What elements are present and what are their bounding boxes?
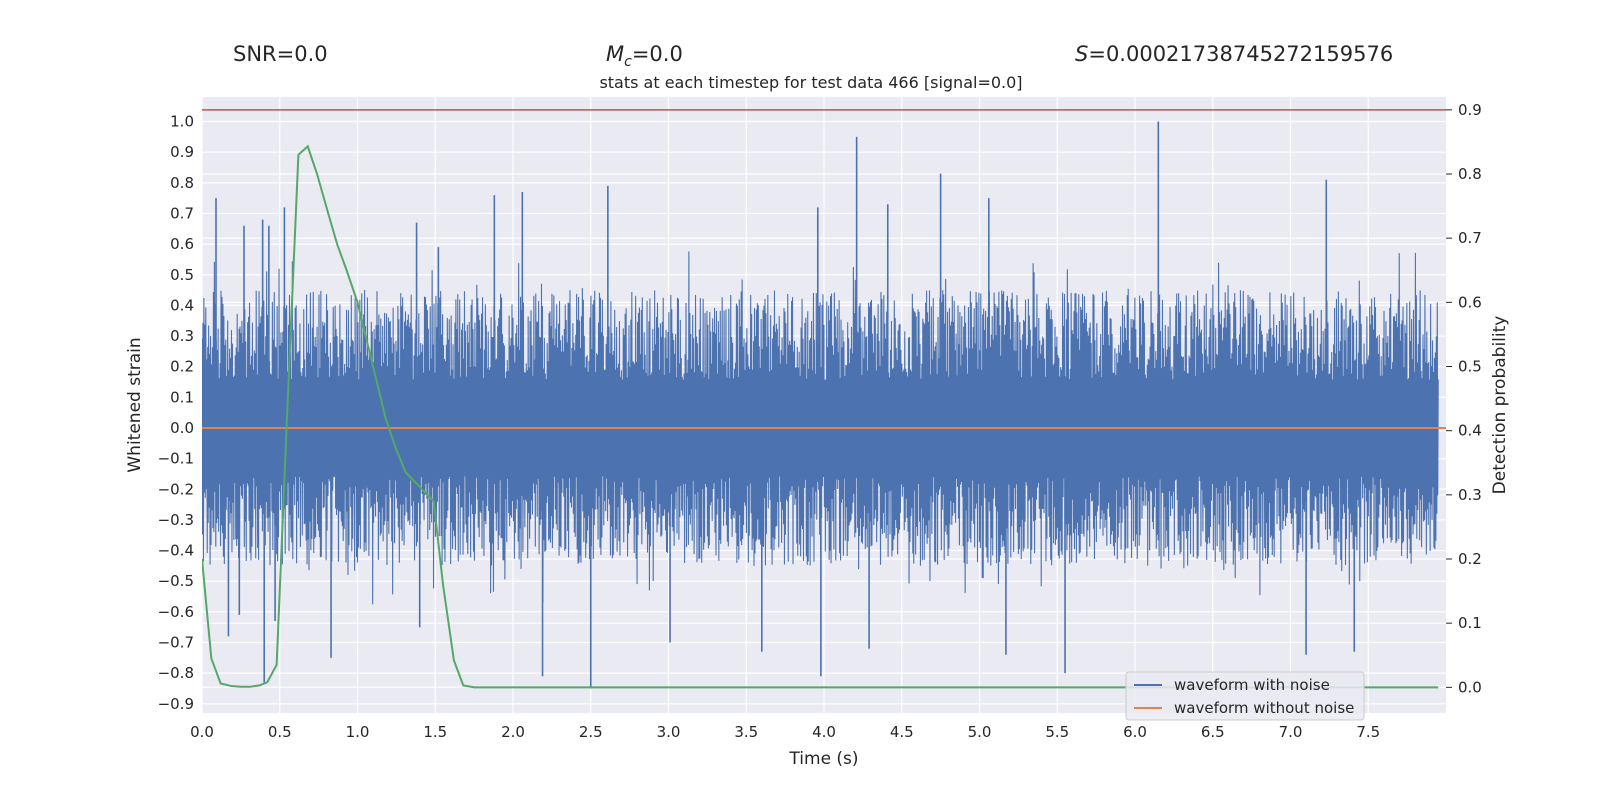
x-tick-label: 4.0 (812, 723, 836, 741)
y-tick-label: −0.9 (158, 695, 194, 713)
y-tick-label: 0.9 (170, 143, 194, 161)
y2-tick-label: 0.7 (1458, 229, 1482, 247)
y-tick-label: 0.7 (170, 204, 194, 222)
x-tick-label: 4.5 (890, 723, 914, 741)
y-tick-label: 0.3 (170, 327, 194, 345)
x-axis-label: Time (s) (788, 749, 858, 769)
y-tick-label: −0.1 (158, 450, 194, 468)
chirp-mass-symbol: M (606, 42, 624, 66)
x-tick-label: 0.5 (268, 723, 292, 741)
y2-tick-label: 0.5 (1458, 358, 1482, 376)
x-tick-label: 5.0 (968, 723, 992, 741)
y-tick-label: 0.8 (170, 174, 194, 192)
axes: 0.0 0.5 1.0 1.5 2.0 2.5 3.0 3.5 4.0 4.5 5.0 5.5 6.0 6… (158, 101, 1482, 741)
y-tick-label: 0.1 (170, 388, 194, 406)
s-stat: S=0.00021738745272159576 (1075, 42, 1393, 66)
y-tick-label: −0.4 (158, 542, 194, 560)
legend: waveform with noise waveform without noi… (1125, 671, 1365, 721)
legend-label-noise: waveform with noise (1174, 676, 1330, 694)
noise-waveform-line (202, 251, 1439, 605)
y-tick-label: 0.2 (170, 358, 194, 376)
chirp-mass-value: =0.0 (632, 42, 683, 66)
y2-tick-label: 0.2 (1458, 550, 1482, 568)
series-layer (202, 109, 1446, 689)
legend-box (1125, 671, 1365, 721)
snr-stat: SNR=0.0 (233, 42, 328, 66)
y-axis-label: Whitened strain (125, 337, 145, 472)
y-tick-label: −0.2 (158, 480, 194, 498)
x-tick-label: 7.0 (1279, 723, 1303, 741)
detection-probability-line (202, 144, 1439, 689)
y2-tick-label: 0.1 (1458, 614, 1482, 632)
y-tick-label: −0.5 (158, 572, 194, 590)
header-stats: SNR=0.0 Mc=0.0 S=0.00021738745272159576 (233, 42, 1393, 70)
chirp-mass-stat: Mc=0.0 (606, 42, 683, 70)
y2-tick-label: 0.9 (1458, 101, 1482, 119)
y2-tick-label: 0.4 (1458, 422, 1482, 440)
x-tick-label: 3.5 (734, 723, 758, 741)
x-tick-label: 7.5 (1356, 723, 1380, 741)
chirp-mass-subscript: c (624, 54, 632, 70)
y-tick-label: 1.0 (170, 113, 194, 131)
x-tick-label: 2.5 (579, 723, 603, 741)
x-tick-label: 6.0 (1123, 723, 1147, 741)
y-tick-label: 0.6 (170, 235, 194, 253)
s-value: =0.00021738745272159576 (1088, 42, 1393, 66)
x-tick-label: 1.0 (346, 723, 370, 741)
x-tick-label: 0.0 (190, 723, 214, 741)
y2-tick-label: 0.6 (1458, 293, 1482, 311)
x-tick-label: 3.0 (657, 723, 681, 741)
y-tick-label: −0.6 (158, 603, 194, 621)
y-tick-label: 0.0 (170, 419, 194, 437)
legend-label-clean: waveform without noise (1174, 699, 1354, 717)
y-tick-label: −0.7 (158, 634, 194, 652)
x-tick-label: 6.5 (1201, 723, 1225, 741)
y2-tick-label: 0.3 (1458, 486, 1482, 504)
y-tick-label: −0.3 (158, 511, 194, 529)
chart-title: stats at each timestep for test data 466… (599, 73, 1022, 92)
x-tick-label: 5.5 (1045, 723, 1069, 741)
y-tick-label: 0.4 (170, 296, 194, 314)
y-tick-label: 0.5 (170, 266, 194, 284)
s-symbol: S (1075, 42, 1088, 66)
y-tick-label: −0.8 (158, 664, 194, 682)
x-tick-label: 1.5 (423, 723, 447, 741)
y2-axis-label: Detection probability (1490, 316, 1510, 495)
y2-tick-label: 0.8 (1458, 165, 1482, 183)
y2-tick-label: 0.0 (1458, 678, 1482, 696)
x-tick-label: 2.0 (501, 723, 525, 741)
